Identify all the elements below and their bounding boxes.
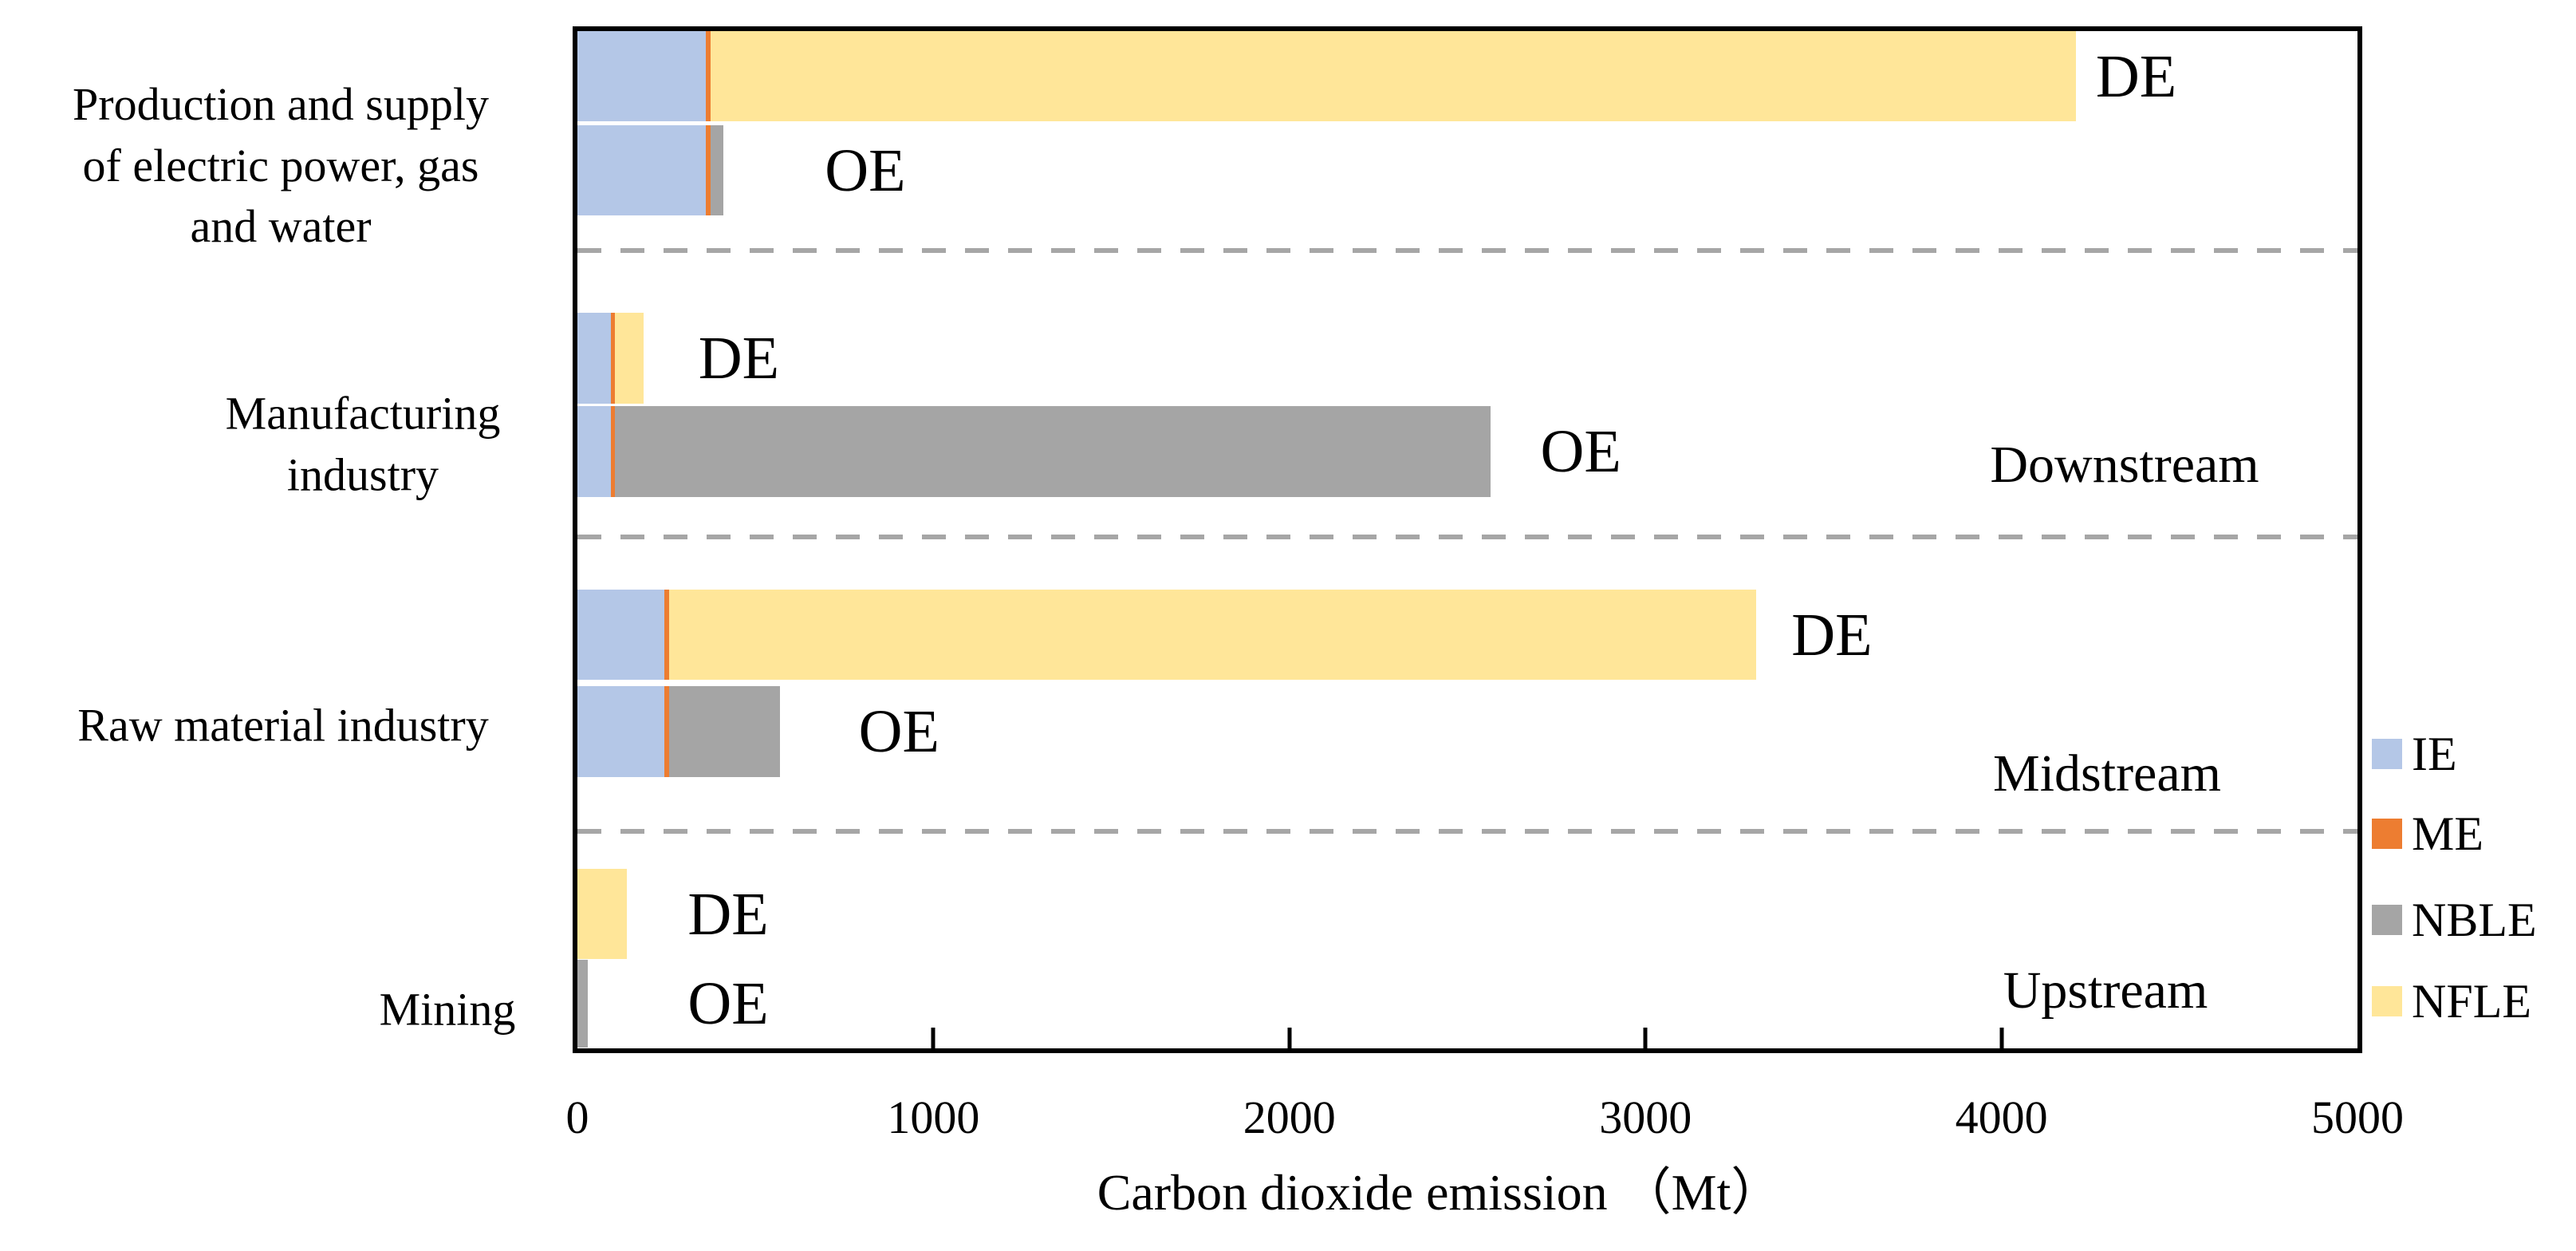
bar-segment-nble xyxy=(614,406,1491,497)
category-label: Production and supply of electric power,… xyxy=(73,78,489,253)
bar-label-oe: OE xyxy=(687,969,769,1037)
bar-segment-me xyxy=(664,686,669,777)
category-label: Manufacturing industry xyxy=(225,387,501,500)
bar-row-oe xyxy=(577,124,2357,216)
x-tick-label: 0 xyxy=(565,1091,589,1143)
x-tick-label: 3000 xyxy=(1599,1091,1692,1143)
x-axis-title: Carbon dioxide emission （Mt） xyxy=(1097,1164,1782,1221)
category-label: Mining xyxy=(379,983,516,1036)
bar-segment-nble xyxy=(577,960,589,1048)
bar-segment-nfle xyxy=(711,31,2077,122)
bar-label-de: DE xyxy=(2095,42,2177,110)
x-axis-tick xyxy=(1287,1028,1292,1048)
stream-label-downstream: Downstream xyxy=(1990,436,2259,494)
bar-segment-me xyxy=(611,313,615,404)
bar-segment-me xyxy=(611,406,615,497)
x-tick-label: 5000 xyxy=(2311,1091,2404,1143)
bar-segment-nble xyxy=(711,124,723,216)
legend-swatch-nfle xyxy=(2372,986,2402,1016)
bar-label-de: DE xyxy=(698,324,780,392)
bar-row-de xyxy=(577,589,2357,681)
legend-label: IE xyxy=(2412,728,2457,780)
bar-segment-ie xyxy=(577,406,612,497)
legend-item-nfle: NFLE xyxy=(2372,977,2531,1025)
x-tick-label: 1000 xyxy=(887,1091,980,1143)
legend-swatch-nble xyxy=(2372,905,2402,935)
x-axis-tick xyxy=(931,1028,935,1048)
bar-segment-ie xyxy=(577,313,612,404)
bar-label-oe: OE xyxy=(858,697,939,765)
dashed-separator xyxy=(577,534,2357,539)
legend-swatch-me xyxy=(2372,819,2402,849)
bar-row-de xyxy=(577,313,2357,404)
bar-label-oe: OE xyxy=(825,136,906,204)
dashed-separator xyxy=(577,248,2357,254)
bar-segment-ie xyxy=(577,589,665,681)
x-axis-tick xyxy=(1643,1028,1648,1048)
bar-segment-me xyxy=(664,589,669,681)
bar-segment-nfle xyxy=(577,868,628,960)
bar-label-oe: OE xyxy=(1540,418,1621,486)
category-label: Raw material industry xyxy=(77,699,489,752)
bar-label-de: DE xyxy=(687,880,769,948)
stream-label-midstream: Midstream xyxy=(1993,744,2221,803)
legend-label: ME xyxy=(2412,807,2483,860)
bar-segment-nble xyxy=(668,686,781,777)
bar-segment-me xyxy=(705,124,711,216)
bar-row-de xyxy=(577,31,2357,122)
legend-swatch-ie xyxy=(2372,739,2402,769)
legend-label: NFLE xyxy=(2412,975,2531,1028)
dashed-separator xyxy=(577,829,2357,835)
legend-item-nble: NBLE xyxy=(2372,896,2537,944)
legend-item-ie: IE xyxy=(2372,730,2457,778)
legend-item-me: ME xyxy=(2372,810,2483,858)
bar-segment-ie xyxy=(577,124,706,216)
plot-area: DE OE DE OE DE OE DE OE xyxy=(573,26,2362,1053)
x-tick-label: 4000 xyxy=(1955,1091,2048,1143)
bar-segment-ie xyxy=(577,686,665,777)
bar-segment-nfle xyxy=(614,313,644,404)
legend-label: NBLE xyxy=(2412,894,2537,946)
bar-row-oe xyxy=(577,406,2357,497)
bar-segment-nfle xyxy=(668,589,1756,681)
x-tick-label: 2000 xyxy=(1243,1091,1336,1143)
bar-row-oe xyxy=(577,686,2357,777)
bar-label-de: DE xyxy=(1791,601,1873,669)
bar-row-de xyxy=(577,868,2357,960)
bar-row-oe xyxy=(577,960,2357,1048)
stream-label-upstream: Upstream xyxy=(2003,961,2208,1020)
bar-segment-ie xyxy=(577,31,706,122)
x-axis-tick xyxy=(1999,1028,2004,1048)
bar-segment-me xyxy=(705,31,711,122)
